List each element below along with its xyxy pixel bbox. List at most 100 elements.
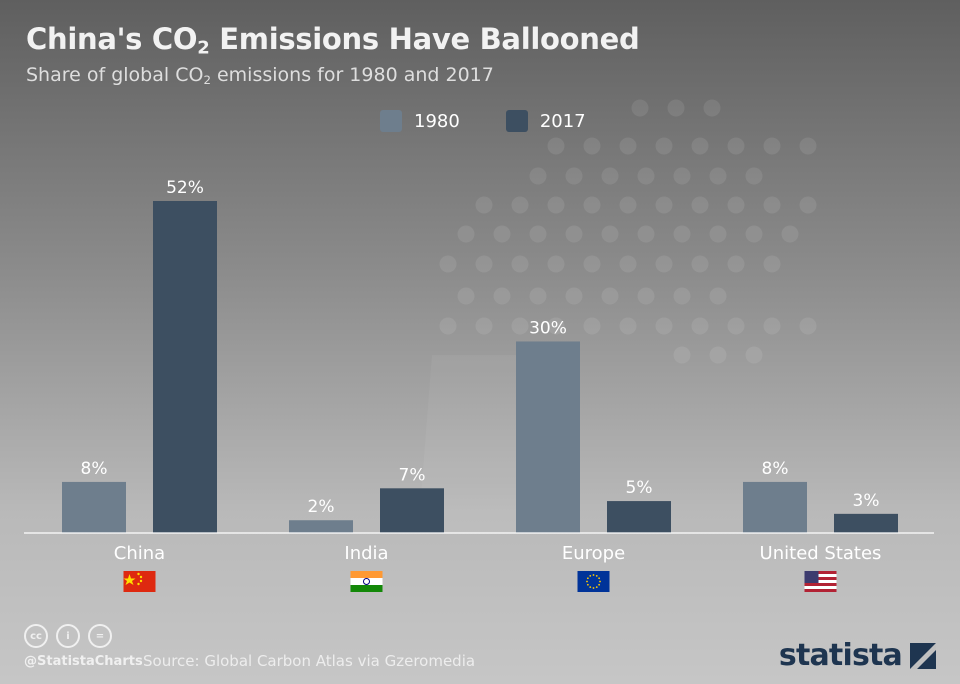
china-flag-icon	[123, 571, 156, 592]
flags-group	[123, 571, 837, 592]
background-dot	[601, 287, 619, 305]
background-dot	[727, 255, 745, 273]
bar-india-2017	[380, 488, 444, 533]
background-dot	[475, 317, 493, 335]
statista-logo[interactable]: statista	[779, 638, 936, 673]
title-subscript: 2	[197, 37, 210, 59]
subtitle-subscript: 2	[203, 72, 211, 87]
background-dot	[493, 225, 511, 243]
data-label: 52%	[166, 178, 204, 198]
background-dot	[529, 167, 547, 185]
background-dot	[631, 99, 649, 117]
license-icons: cc i =	[24, 624, 112, 648]
background-dot	[601, 167, 619, 185]
background-dot	[691, 317, 709, 335]
background-dot	[583, 317, 601, 335]
data-label: 7%	[399, 465, 426, 485]
background-dot	[529, 225, 547, 243]
bar-united-states-1980	[743, 481, 807, 533]
background-dot	[655, 255, 673, 273]
brand-wordmark: statista	[778, 638, 903, 673]
chart-subtitle: Share of global CO2 emissions for 1980 a…	[26, 64, 494, 87]
background-dot	[529, 287, 547, 305]
background-dot	[655, 317, 673, 335]
background-chimney	[418, 355, 528, 533]
twitter-handle[interactable]: @StatistaCharts	[24, 654, 143, 669]
background-dot	[565, 287, 583, 305]
bar-china-2017	[153, 201, 217, 533]
category-label: Europe	[562, 543, 625, 564]
background-dot	[547, 196, 565, 214]
data-label: 8%	[762, 459, 789, 479]
category-labels-group: China India Europe United States	[114, 543, 882, 564]
bar-europe-1980	[516, 341, 580, 533]
background-dot	[655, 137, 673, 155]
background-dot	[763, 137, 781, 155]
bar-china-1980	[62, 481, 126, 533]
background-dot	[745, 225, 763, 243]
background-dot	[691, 137, 709, 155]
background-dot	[709, 287, 727, 305]
background-dot	[691, 255, 709, 273]
data-label: 3%	[853, 491, 880, 511]
background-dot	[583, 255, 601, 273]
background-dot	[691, 196, 709, 214]
background-dot	[619, 255, 637, 273]
subtitle-text: Share of global CO	[26, 64, 204, 86]
legend-item-1980: 1980	[380, 110, 460, 132]
background-dot	[565, 167, 583, 185]
data-label: 5%	[626, 478, 653, 498]
background-dot	[667, 99, 685, 117]
legend-item-2017: 2017	[505, 110, 586, 132]
category-label: India	[344, 543, 388, 564]
background-dot	[583, 137, 601, 155]
background-dot	[619, 317, 637, 335]
data-label: 30%	[529, 318, 567, 338]
background-dot	[475, 255, 493, 273]
background-dot	[763, 196, 781, 214]
background-dot	[673, 225, 691, 243]
india-flag-icon	[350, 571, 383, 592]
background-dot	[727, 196, 745, 214]
background-dot	[439, 255, 457, 273]
title-text-end: Emissions Have Ballooned	[209, 22, 640, 56]
legend-swatch-1980	[380, 110, 402, 132]
us-flag-icon	[804, 571, 837, 592]
background-dot	[493, 287, 511, 305]
background-dots-art	[418, 99, 817, 533]
background-dot	[511, 196, 529, 214]
background-dot	[583, 196, 601, 214]
background-dot	[799, 196, 817, 214]
bar-united-states-2017	[834, 513, 898, 533]
bars-group: 8% 52% 2% 7% 30% 5% 8% 3%	[62, 178, 898, 533]
bar-india-1980	[289, 520, 353, 533]
brand-mark-icon	[910, 642, 936, 669]
background-dot	[565, 225, 583, 243]
source-note: Source: Global Carbon Atlas via Gzeromed…	[143, 652, 476, 670]
background-dot	[475, 196, 493, 214]
background-dot	[763, 317, 781, 335]
bar-europe-2017	[607, 501, 671, 533]
background-dot	[547, 137, 565, 155]
background-dot	[781, 225, 799, 243]
background-dot	[457, 287, 475, 305]
background-dot	[745, 167, 763, 185]
subtitle-text-end: emissions for 1980 and 2017	[210, 64, 494, 86]
background-dot	[727, 317, 745, 335]
legend-label-1980: 1980	[414, 110, 460, 132]
background-dot	[703, 99, 721, 117]
eu-flag-icon	[577, 571, 610, 592]
background-dot	[637, 167, 655, 185]
by-icon: i	[56, 624, 80, 648]
category-label: China	[114, 543, 165, 564]
background-dot	[637, 225, 655, 243]
cc-icon: cc	[24, 624, 48, 648]
background-dot	[547, 317, 565, 335]
background-dot	[799, 137, 817, 155]
data-label: 2%	[308, 497, 335, 517]
background-dot	[763, 255, 781, 273]
background-dot	[709, 225, 727, 243]
nd-icon: =	[88, 624, 112, 648]
background-dot	[709, 167, 727, 185]
